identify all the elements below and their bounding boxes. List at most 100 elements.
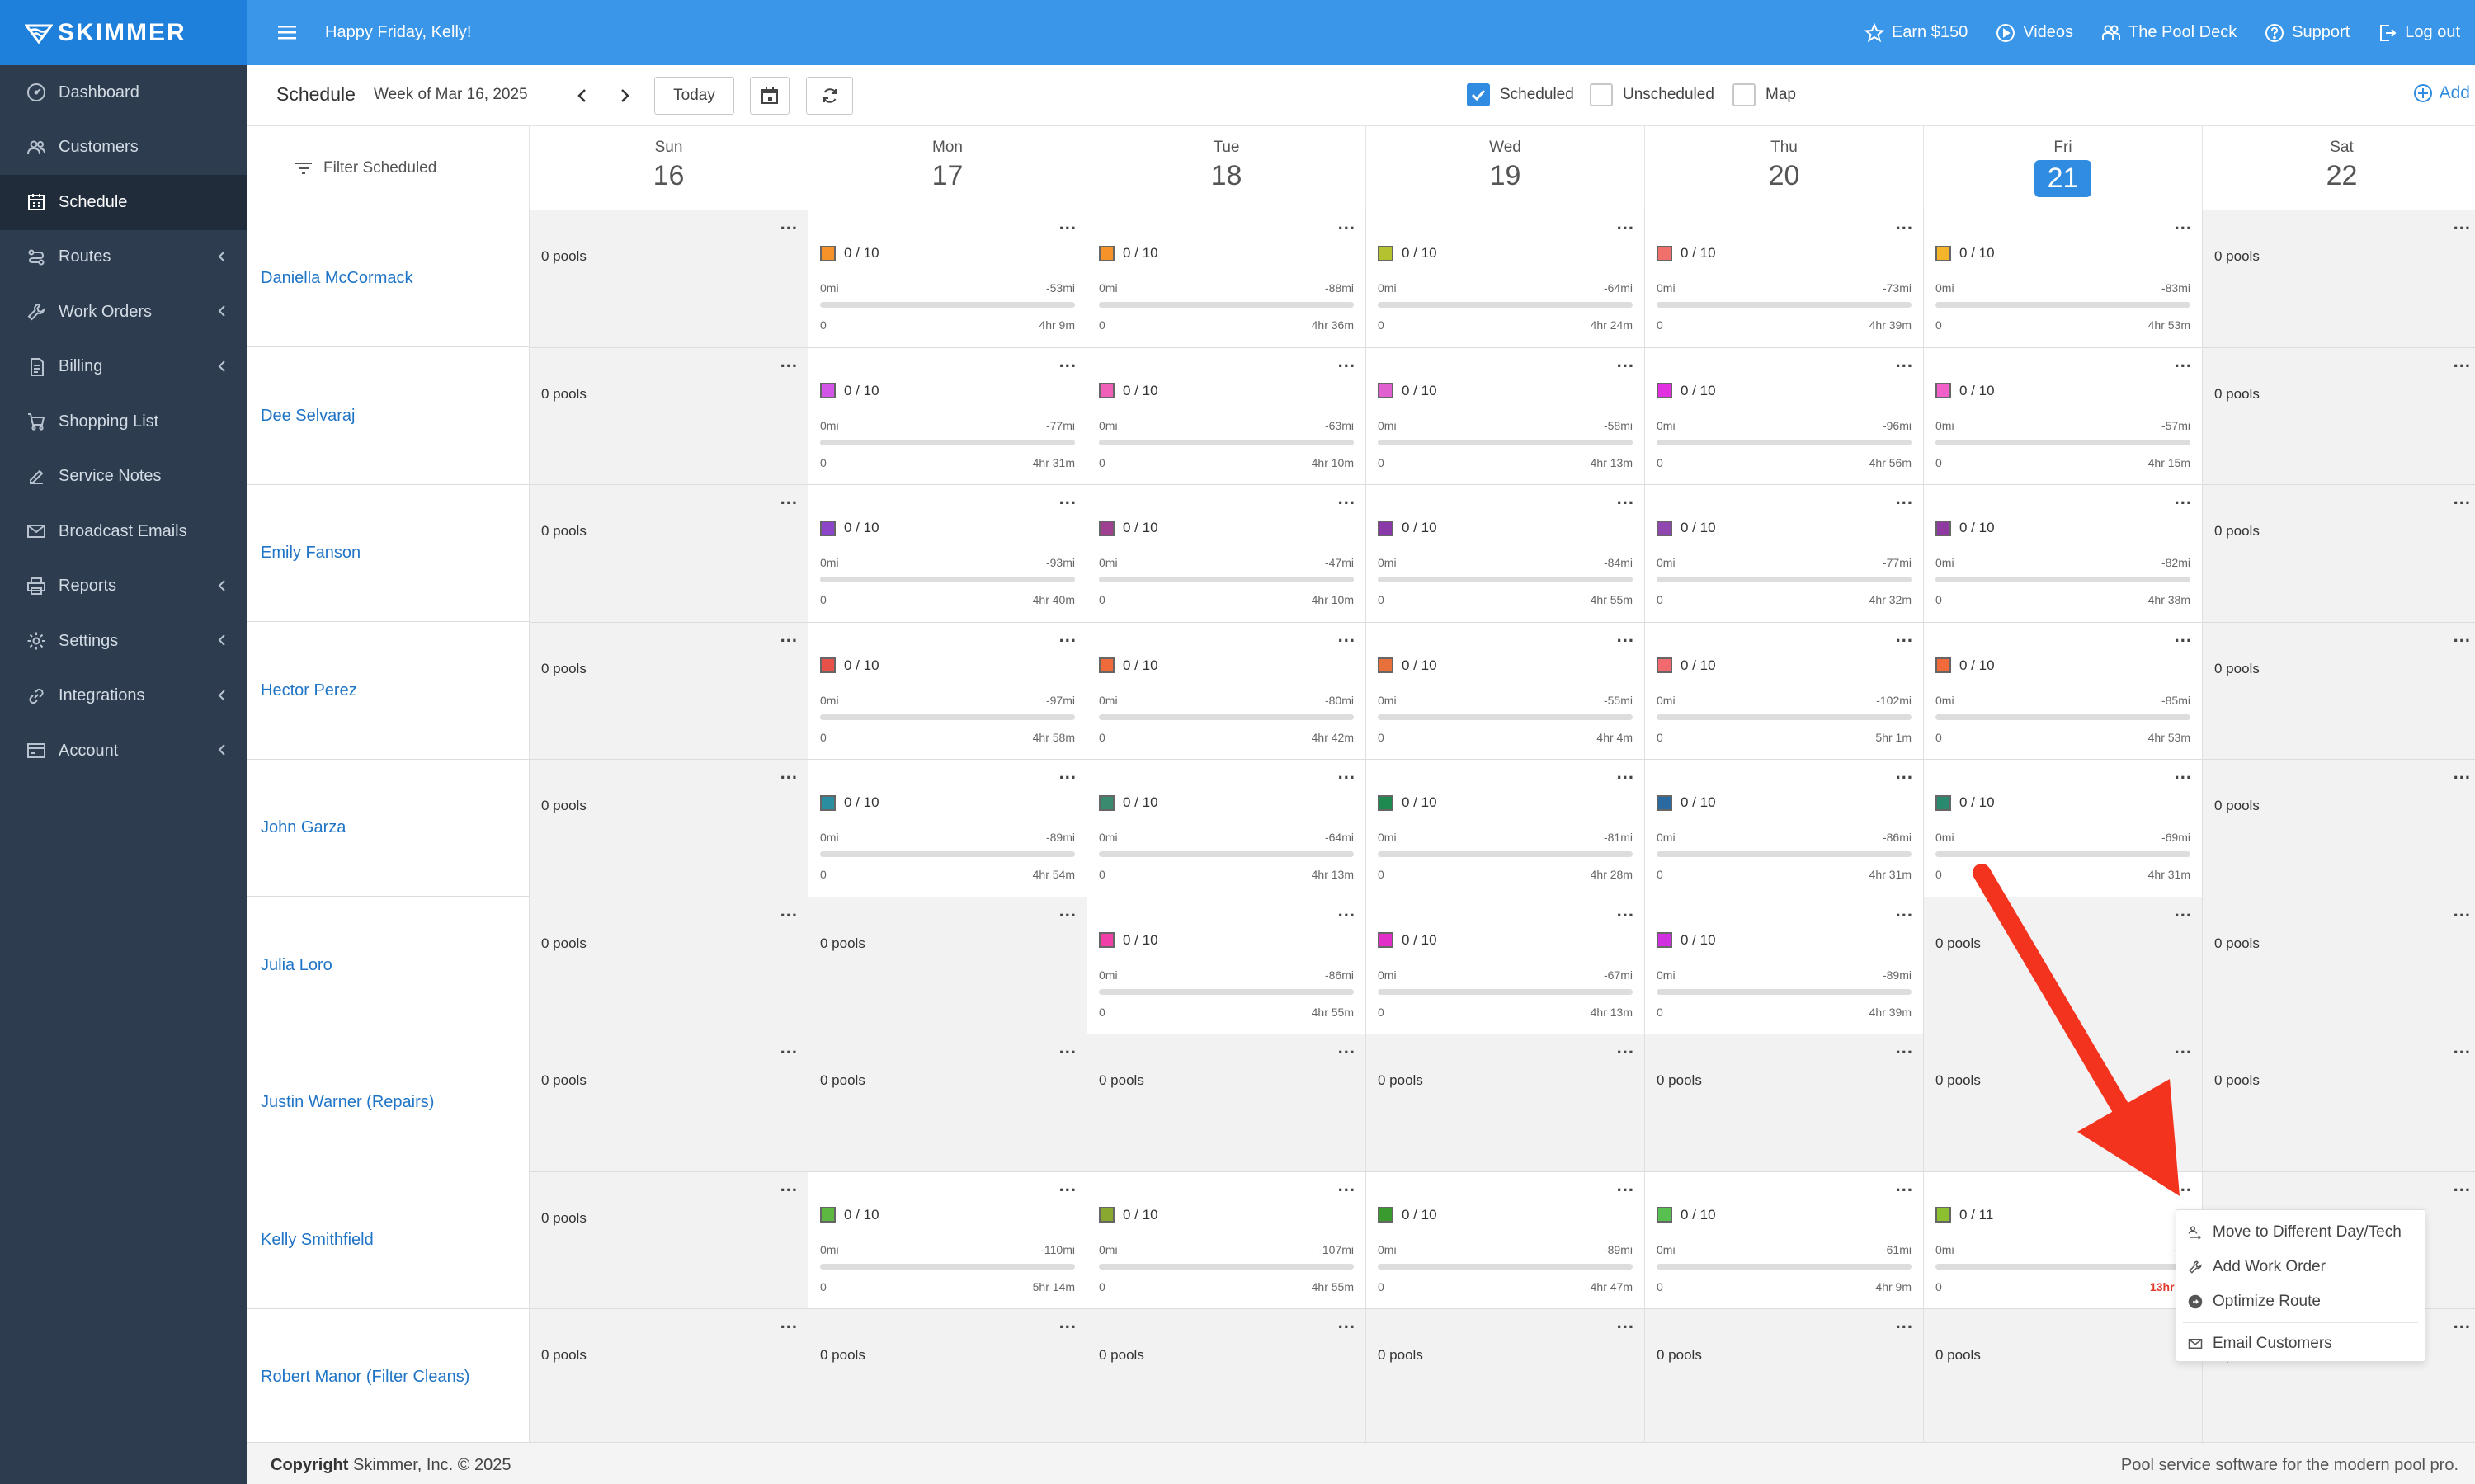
sidebar-item-shopping-list[interactable]: Shopping List <box>0 394 248 450</box>
route-cell[interactable]: ... 0 / 10 0mi -64mi 0 4hr 24m <box>1365 210 1644 348</box>
top-link-log-out[interactable]: Log out <box>2378 23 2460 43</box>
route-cell[interactable]: ... 0 / 10 0mi -102mi 0 5hr 1m <box>1644 622 1923 760</box>
route-cell[interactable]: ... 0 / 10 0mi -69mi 0 4hr 31m <box>1923 760 2202 897</box>
empty-route-cell[interactable]: ...0 pools <box>1923 1309 2202 1447</box>
route-cell[interactable]: ... 0 / 10 0mi -53mi 0 4hr 9m <box>808 210 1087 348</box>
more-options-icon[interactable]: ... <box>1058 899 1077 921</box>
route-summary[interactable]: 0 / 10 <box>1935 520 1995 536</box>
more-options-icon[interactable]: ... <box>1058 1312 1077 1332</box>
empty-route-cell[interactable]: ...0 pools <box>2202 485 2475 623</box>
empty-route-cell[interactable]: ...0 pools <box>1923 897 2202 1034</box>
route-cell[interactable]: ... 0 / 10 0mi -61mi 0 4hr 9m <box>1644 1171 1923 1309</box>
route-cell[interactable]: ... 0 / 10 0mi -88mi 0 4hr 36m <box>1087 210 1365 348</box>
route-cell[interactable]: ... 0 / 10 0mi -83mi 0 4hr 53m <box>1923 210 2202 348</box>
route-summary[interactable]: 0 / 10 <box>1099 520 1158 536</box>
more-options-icon[interactable]: ... <box>1616 350 1634 371</box>
more-options-icon[interactable]: ... <box>2174 624 2192 646</box>
more-options-icon[interactable]: ... <box>2174 213 2192 233</box>
more-options-icon[interactable]: ... <box>1616 1037 1634 1058</box>
empty-route-cell[interactable]: ...0 pools <box>529 622 808 760</box>
more-options-icon[interactable]: ... <box>1616 1174 1634 1195</box>
sidebar-item-reports[interactable]: Reports <box>0 559 248 615</box>
route-summary[interactable]: 0 / 10 <box>1099 794 1158 811</box>
more-options-icon[interactable]: ... <box>2453 350 2471 371</box>
more-options-icon[interactable]: ... <box>1337 899 1355 921</box>
more-options-icon[interactable]: ... <box>1058 1037 1077 1058</box>
route-cell[interactable]: ... 0 / 10 0mi -110mi 0 5hr 14m <box>808 1171 1087 1309</box>
more-options-icon[interactable]: ... <box>1337 762 1355 783</box>
more-options-icon[interactable]: ... <box>1895 762 1913 783</box>
empty-route-cell[interactable]: ...0 pools <box>529 1171 808 1309</box>
route-summary[interactable]: 0 / 10 <box>1935 383 1995 399</box>
route-summary[interactable]: 0 / 10 <box>1657 520 1716 536</box>
empty-route-cell[interactable]: ...0 pools <box>529 897 808 1034</box>
route-cell[interactable]: ... 0 / 10 0mi -97mi 0 4hr 58m <box>808 622 1087 760</box>
empty-route-cell[interactable]: ...0 pools <box>808 1309 1087 1447</box>
more-options-icon[interactable]: ... <box>1058 624 1077 646</box>
more-options-icon[interactable]: ... <box>1895 899 1913 921</box>
more-options-icon[interactable]: ... <box>780 350 798 371</box>
add-button[interactable]: Add <box>2413 83 2470 103</box>
day-header-sat[interactable]: Sat 22 <box>2202 126 2475 210</box>
menu-item-email-customers[interactable]: Email Customers <box>2176 1326 2425 1361</box>
route-cell[interactable]: ... 0 / 10 0mi -107mi 0 4hr 55m <box>1087 1171 1365 1309</box>
more-options-icon[interactable]: ... <box>1337 624 1355 646</box>
route-cell[interactable]: ... 0 / 10 0mi -63mi 0 4hr 10m <box>1087 347 1365 485</box>
hamburger-menu-icon[interactable] <box>275 20 299 45</box>
menu-item-move-to-different-day-tech[interactable]: Move to Different Day/Tech <box>2176 1215 2425 1250</box>
tech-name-link[interactable]: Daniella McCormack <box>248 210 529 347</box>
top-link-the-pool-deck[interactable]: The Pool Deck <box>2101 23 2237 43</box>
sidebar-item-routes[interactable]: Routes <box>0 230 248 285</box>
day-header-thu[interactable]: Thu 20 <box>1644 126 1923 210</box>
route-cell[interactable]: ... 0 / 10 0mi -77mi 0 4hr 32m <box>1644 485 1923 623</box>
route-summary[interactable]: 0 / 10 <box>1657 657 1716 674</box>
empty-route-cell[interactable]: ...0 pools <box>1923 1034 2202 1172</box>
tech-name-link[interactable]: Emily Fanson <box>248 485 529 622</box>
more-options-icon[interactable]: ... <box>2453 624 2471 646</box>
sidebar-item-service-notes[interactable]: Service Notes <box>0 450 248 505</box>
empty-route-cell[interactable]: ...0 pools <box>1644 1034 1923 1172</box>
empty-route-cell[interactable]: ...0 pools <box>529 347 808 485</box>
sidebar-item-broadcast-emails[interactable]: Broadcast Emails <box>0 504 248 559</box>
top-link-earn-150[interactable]: Earn $150 <box>1864 22 1968 43</box>
empty-route-cell[interactable]: ...0 pools <box>1087 1309 1365 1447</box>
route-summary[interactable]: 0 / 10 <box>820 383 879 399</box>
route-cell[interactable]: ... 0 / 10 0mi -82mi 0 4hr 38m <box>1923 485 2202 623</box>
more-options-icon[interactable]: ... <box>2174 1174 2192 1195</box>
more-options-icon[interactable]: ... <box>1895 1312 1913 1332</box>
more-options-icon[interactable]: ... <box>1058 350 1077 371</box>
route-summary[interactable]: 0 / 10 <box>1378 794 1437 811</box>
route-summary[interactable]: 0 / 10 <box>820 657 879 674</box>
route-summary[interactable]: 0 / 10 <box>1099 657 1158 674</box>
sidebar-item-settings[interactable]: Settings <box>0 614 248 669</box>
empty-route-cell[interactable]: ...0 pools <box>2202 347 2475 485</box>
route-summary[interactable]: 0 / 10 <box>1657 245 1716 261</box>
more-options-icon[interactable]: ... <box>2453 1174 2471 1195</box>
route-summary[interactable]: 0 / 10 <box>1935 245 1995 261</box>
more-options-icon[interactable]: ... <box>1616 213 1634 233</box>
more-options-icon[interactable]: ... <box>1895 350 1913 371</box>
sidebar-item-billing[interactable]: Billing <box>0 340 248 395</box>
scheduled-checkbox[interactable]: Scheduled <box>1467 83 1574 106</box>
tech-name-link[interactable]: Robert Manor (Filter Cleans) <box>248 1309 529 1446</box>
more-options-icon[interactable]: ... <box>2453 1312 2471 1332</box>
route-summary[interactable]: 0 / 10 <box>1378 245 1437 261</box>
route-summary[interactable]: 0 / 10 <box>1657 1207 1716 1223</box>
more-options-icon[interactable]: ... <box>780 488 798 508</box>
tech-name-link[interactable]: Justin Warner (Repairs) <box>248 1034 529 1171</box>
route-cell[interactable]: ... 0 / 10 0mi -81mi 0 4hr 28m <box>1365 760 1644 897</box>
empty-route-cell[interactable]: ...0 pools <box>529 1309 808 1447</box>
top-link-support[interactable]: Support <box>2265 23 2350 43</box>
date-picker-button[interactable] <box>750 77 790 115</box>
route-cell[interactable]: ... 0 / 10 0mi -64mi 0 4hr 13m <box>1087 760 1365 897</box>
route-summary[interactable]: 0 / 10 <box>1935 657 1995 674</box>
top-link-videos[interactable]: Videos <box>1996 23 2073 43</box>
more-options-icon[interactable]: ... <box>2453 213 2471 233</box>
route-summary[interactable]: 0 / 10 <box>820 520 879 536</box>
route-cell[interactable]: ...0 / 110mi-63013hr 53 <box>1923 1171 2202 1309</box>
route-summary[interactable]: 0 / 10 <box>1099 383 1158 399</box>
route-summary[interactable]: 0 / 11 <box>1935 1207 1993 1223</box>
route-summary[interactable]: 0 / 10 <box>1099 932 1158 949</box>
empty-route-cell[interactable]: ...0 pools <box>1365 1309 1644 1447</box>
more-options-icon[interactable]: ... <box>780 1312 798 1332</box>
